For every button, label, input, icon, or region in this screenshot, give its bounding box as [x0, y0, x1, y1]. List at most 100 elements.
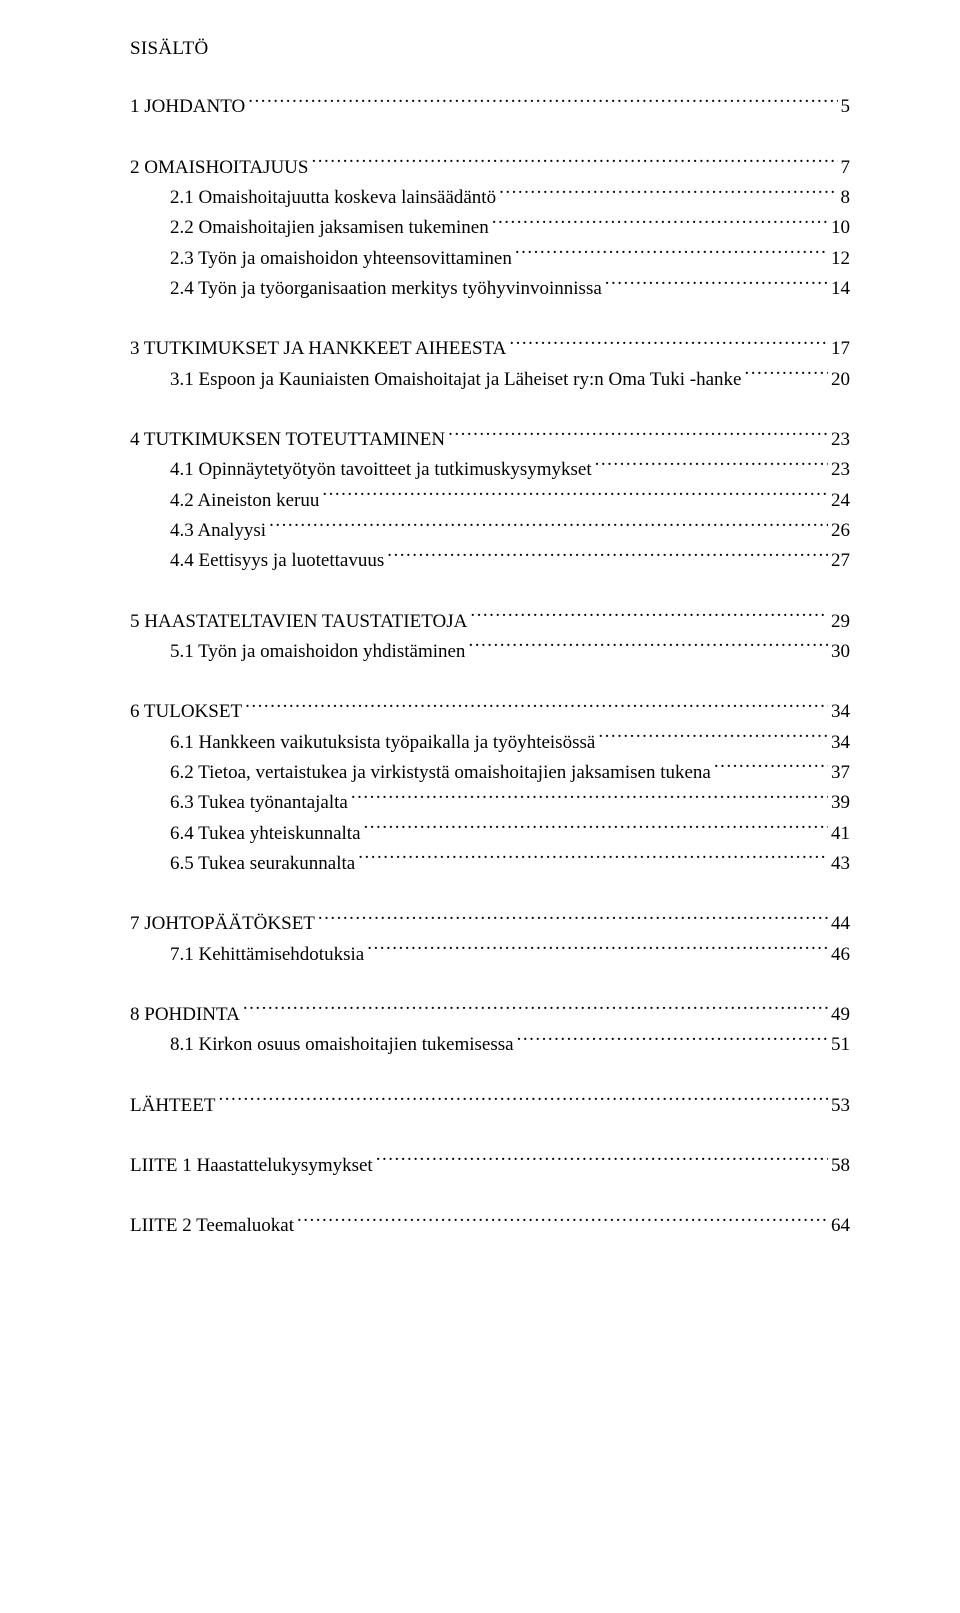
- toc-entry: 5.1 Työn ja omaishoidon yhdistäminen 30: [170, 636, 850, 666]
- toc-leader-dots: [358, 848, 828, 869]
- toc-entry-label: 7 JOHTOPÄÄTÖKSET: [130, 909, 315, 938]
- toc-entry: 3.1 Espoon ja Kauniaisten Omaishoitajat …: [170, 364, 850, 394]
- toc-leader-dots: [364, 818, 828, 839]
- toc-entry-label: 1 JOHDANTO: [130, 92, 245, 121]
- toc-entry: 8.1 Kirkon osuus omaishoitajien tukemise…: [170, 1029, 850, 1059]
- toc-leader-dots: [714, 757, 828, 778]
- toc-entry-label: 4 TUTKIMUKSEN TOTEUTTAMINEN: [130, 425, 445, 454]
- toc-entry-page: 44: [831, 909, 850, 938]
- toc-entry-label: 3.1 Espoon ja Kauniaisten Omaishoitajat …: [170, 365, 741, 394]
- toc-entry-label: 4.4 Eettisyys ja luotettavuus: [170, 546, 384, 575]
- toc-leader-dots: [499, 182, 837, 203]
- toc-entry-label: 6.2 Tietoa, vertaistukea ja virkistystä …: [170, 758, 711, 787]
- toc-entry-page: 17: [831, 334, 850, 363]
- toc-leader-dots: [376, 1150, 828, 1171]
- toc-entry-label: 3 TUTKIMUKSET JA HANKKEET AIHEESTA: [130, 334, 506, 363]
- toc-entry-label: 6.1 Hankkeen vaikutuksista työpaikalla j…: [170, 728, 595, 757]
- toc-entry-page: 34: [831, 697, 850, 726]
- toc-entry-label: 2.3 Työn ja omaishoidon yhteensovittamin…: [170, 244, 512, 273]
- toc-entry: 2.2 Omaishoitajien jaksamisen tukeminen 1…: [170, 212, 850, 242]
- toc-entry-page: 30: [831, 637, 850, 666]
- toc-entry: LÄHTEET 53: [130, 1090, 850, 1120]
- toc-entry-label: 5.1 Työn ja omaishoidon yhdistäminen: [170, 637, 465, 666]
- toc-entry-page: 14: [831, 274, 850, 303]
- toc-entry: 2.4 Työn ja työorganisaation merkitys ty…: [170, 273, 850, 303]
- toc-entry-label: 7.1 Kehittämisehdotuksia: [170, 940, 364, 969]
- toc-entry-page: 46: [831, 940, 850, 969]
- toc-entry: 8 POHDINTA49: [130, 999, 850, 1029]
- toc-entry: 2.1 Omaishoitajuutta koskeva lainsäädänt…: [170, 182, 850, 212]
- toc-container: 1 JOHDANTO52 OMAISHOITAJUUS72.1 Omaishoi…: [130, 91, 850, 1240]
- toc-leader-dots: [248, 91, 837, 112]
- toc-leader-dots: [311, 152, 837, 173]
- toc-leader-dots: [598, 727, 828, 748]
- toc-entry: 6.3 Tukea työnantajalta39: [170, 787, 850, 817]
- toc-entry-page: 24: [831, 486, 850, 515]
- toc-leader-dots: [367, 939, 828, 960]
- toc-leader-dots: [595, 454, 828, 475]
- toc-entry-label: 8.1 Kirkon osuus omaishoitajien tukemise…: [170, 1030, 514, 1059]
- toc-entry: 2.3 Työn ja omaishoidon yhteensovittamin…: [170, 243, 850, 273]
- toc-entry-page: 20: [831, 365, 850, 394]
- toc-entry: 2 OMAISHOITAJUUS 7: [130, 152, 850, 182]
- toc-entry-label: 4.1 Opinnäytetyötyön tavoitteet ja tutki…: [170, 455, 592, 484]
- toc-entry: LIITE 2 Teemaluokat 64: [130, 1210, 850, 1240]
- toc-entry-page: 58: [831, 1151, 850, 1180]
- toc-entry-page: 49: [831, 1000, 850, 1029]
- toc-entry: 3 TUTKIMUKSET JA HANKKEET AIHEESTA 17: [130, 333, 850, 363]
- toc-leader-dots: [318, 908, 828, 929]
- toc-entry: 6.4 Tukea yhteiskunnalta 41: [170, 818, 850, 848]
- toc-entry-label: 4.3 Analyysi: [170, 516, 266, 545]
- toc-entry-page: 43: [831, 849, 850, 878]
- toc-entry-page: 7: [841, 153, 851, 182]
- toc-entry: 7 JOHTOPÄÄTÖKSET 44: [130, 908, 850, 938]
- toc-leader-dots: [744, 364, 828, 385]
- toc-entry-label: 2.4 Työn ja työorganisaation merkitys ty…: [170, 274, 602, 303]
- toc-entry-label: 2.2 Omaishoitajien jaksamisen tukeminen: [170, 213, 489, 242]
- toc-title: SISÄLTÖ: [130, 34, 850, 63]
- toc-entry-page: 53: [831, 1091, 850, 1120]
- toc-leader-dots: [492, 212, 828, 233]
- toc-entry: 4.2 Aineiston keruu 24: [170, 485, 850, 515]
- toc-entry: 4 TUTKIMUKSEN TOTEUTTAMINEN 23: [130, 424, 850, 454]
- toc-entry: 4.1 Opinnäytetyötyön tavoitteet ja tutki…: [170, 454, 850, 484]
- toc-entry: 4.3 Analyysi 26: [170, 515, 850, 545]
- toc-entry-page: 27: [831, 546, 850, 575]
- toc-leader-dots: [218, 1090, 828, 1111]
- toc-leader-dots: [322, 485, 828, 506]
- toc-entry: LIITE 1 Haastattelukysymykset 58: [130, 1150, 850, 1180]
- toc-entry-page: 10: [831, 213, 850, 242]
- toc-leader-dots: [269, 515, 828, 536]
- toc-entry-label: 6 TULOKSET: [130, 697, 242, 726]
- toc-leader-dots: [605, 273, 828, 294]
- toc-leader-dots: [245, 696, 828, 717]
- toc-leader-dots: [387, 545, 828, 566]
- toc-entry-page: 64: [831, 1211, 850, 1240]
- toc-leader-dots: [517, 1029, 828, 1050]
- toc-entry-page: 37: [831, 758, 850, 787]
- toc-leader-dots: [470, 606, 828, 627]
- toc-leader-dots: [509, 333, 828, 354]
- toc-entry-page: 34: [831, 728, 850, 757]
- toc-entry: 6 TULOKSET 34: [130, 696, 850, 726]
- toc-entry-label: 5 HAASTATELTAVIEN TAUSTATIETOJA: [130, 607, 467, 636]
- toc-entry: 5 HAASTATELTAVIEN TAUSTATIETOJA 29: [130, 606, 850, 636]
- toc-entry-page: 23: [831, 455, 850, 484]
- toc-entry-label: 2 OMAISHOITAJUUS: [130, 153, 308, 182]
- toc-entry-label: 6.4 Tukea yhteiskunnalta: [170, 819, 361, 848]
- toc-entry-label: 6.5 Tukea seurakunnalta: [170, 849, 355, 878]
- toc-entry-page: 29: [831, 607, 850, 636]
- toc-leader-dots: [243, 999, 828, 1020]
- toc-entry-page: 39: [831, 788, 850, 817]
- toc-entry-page: 41: [831, 819, 850, 848]
- toc-entry: 6.2 Tietoa, vertaistukea ja virkistystä …: [170, 757, 850, 787]
- toc-entry-label: 2.1 Omaishoitajuutta koskeva lainsäädänt…: [170, 183, 496, 212]
- toc-entry-page: 26: [831, 516, 850, 545]
- toc-entry-page: 8: [841, 183, 851, 212]
- toc-entry-label: 4.2 Aineiston keruu: [170, 486, 319, 515]
- toc-entry-label: LIITE 2 Teemaluokat: [130, 1211, 294, 1240]
- toc-entry-label: LIITE 1 Haastattelukysymykset: [130, 1151, 373, 1180]
- toc-entry-page: 23: [831, 425, 850, 454]
- toc-entry-label: LÄHTEET: [130, 1091, 215, 1120]
- toc-leader-dots: [351, 787, 828, 808]
